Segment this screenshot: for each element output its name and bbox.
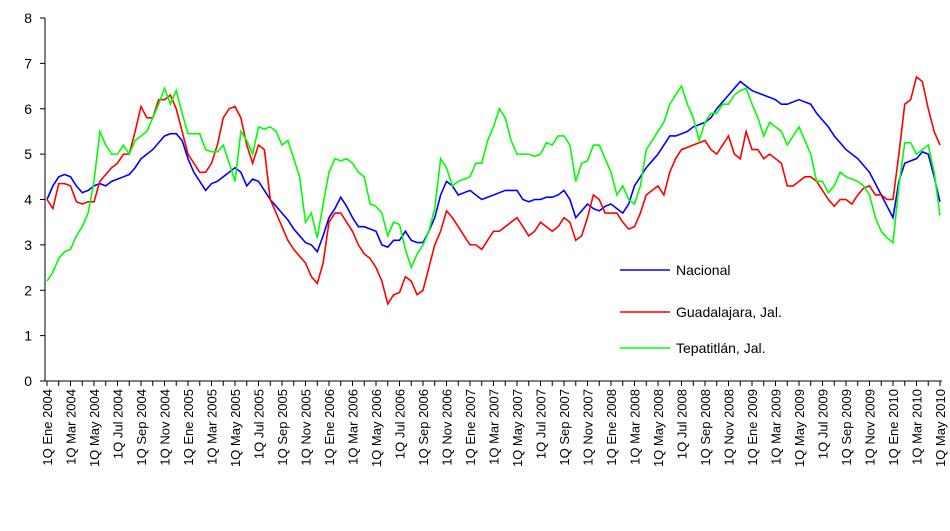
series-line (46, 75, 941, 306)
x-tick-label: 1Q Mar 2008 (628, 389, 643, 465)
x-tick-label: 1Q May 2009 (792, 389, 807, 467)
y-tick-label: 8 (24, 10, 32, 26)
x-tick-label: 1Q Mar 2006 (346, 389, 361, 465)
x-tick-label: 1Q Mar 2007 (487, 389, 502, 465)
y-tick-label: 5 (24, 146, 32, 162)
x-tick-label: 1Q Nov 2007 (581, 389, 596, 466)
x-tick-label: 1Q May 2008 (651, 389, 666, 467)
x-tick-label: 1Q May 2007 (510, 389, 525, 467)
x-tick-label: 1Q Ene 2008 (604, 389, 619, 466)
x-tick-label: 1Q Mar 2005 (205, 389, 220, 465)
x-tick-label: 1Q Jul 2009 (816, 389, 831, 459)
x-tick-label: 1Q Nov 2008 (722, 389, 737, 466)
y-tick-label: 3 (24, 237, 32, 253)
x-tick-label: 1Q Ene 2010 (886, 389, 901, 466)
x-tick-label: 1Q Sep 2006 (416, 389, 431, 466)
legend-label: Guadalajara, Jal. (676, 304, 782, 320)
x-tick-label: 1Q Ene 2007 (463, 389, 478, 466)
x-tick-label: 1Q May 2006 (369, 389, 384, 467)
y-tick-label: 7 (24, 55, 32, 71)
x-tick-label: 1Q Ene 2006 (322, 389, 337, 466)
x-tick-label: 1Q Sep 2007 (557, 389, 572, 466)
y-tick-label: 2 (24, 282, 32, 298)
x-tick-label: 1Q Ene 2005 (181, 389, 196, 466)
x-tick-label: 1Q Ene 2004 (40, 389, 55, 466)
x-tick-label: 1Q Mar 2004 (64, 389, 79, 465)
x-tick-label: 1Q May 2004 (87, 389, 102, 467)
series-line (46, 84, 941, 282)
y-tick-label: 0 (24, 373, 32, 389)
x-tick-label: 1Q Mar 2009 (769, 389, 784, 465)
legend-label: Tepatitlán, Jal. (676, 340, 766, 356)
legend-label: Nacional (676, 262, 730, 278)
x-tick-label: 1Q May 2005 (228, 389, 243, 467)
x-tick-label: 1Q Nov 2009 (863, 389, 878, 466)
x-tick-label: 1Q Sep 2004 (134, 389, 149, 466)
x-tick-label: 1Q Jul 2004 (111, 389, 126, 459)
x-tick-label: 1Q Sep 2008 (698, 389, 713, 466)
x-tick-label: 1Q Sep 2009 (839, 389, 854, 466)
x-tick-label: 1Q Ene 2009 (745, 389, 760, 466)
x-tick-label: 1Q Nov 2006 (440, 389, 455, 466)
x-tick-label: 1Q Nov 2004 (158, 389, 173, 466)
y-tick-label: 4 (24, 192, 32, 208)
y-tick-label: 1 (24, 328, 32, 344)
series-line (46, 80, 941, 254)
x-tick-label: 1Q Jul 2008 (675, 389, 690, 459)
x-tick-label: 1Q May 2010 (933, 389, 948, 467)
x-tick-label: 1Q Mar 2010 (910, 389, 925, 465)
x-tick-label: 1Q Jul 2006 (393, 389, 408, 459)
y-tick-label: 6 (24, 101, 32, 117)
x-tick-label: 1Q Jul 2005 (252, 389, 267, 459)
x-tick-label: 1Q Sep 2005 (275, 389, 290, 466)
x-tick-label: 1Q Nov 2005 (299, 389, 314, 466)
x-tick-label: 1Q Jul 2007 (534, 389, 549, 459)
